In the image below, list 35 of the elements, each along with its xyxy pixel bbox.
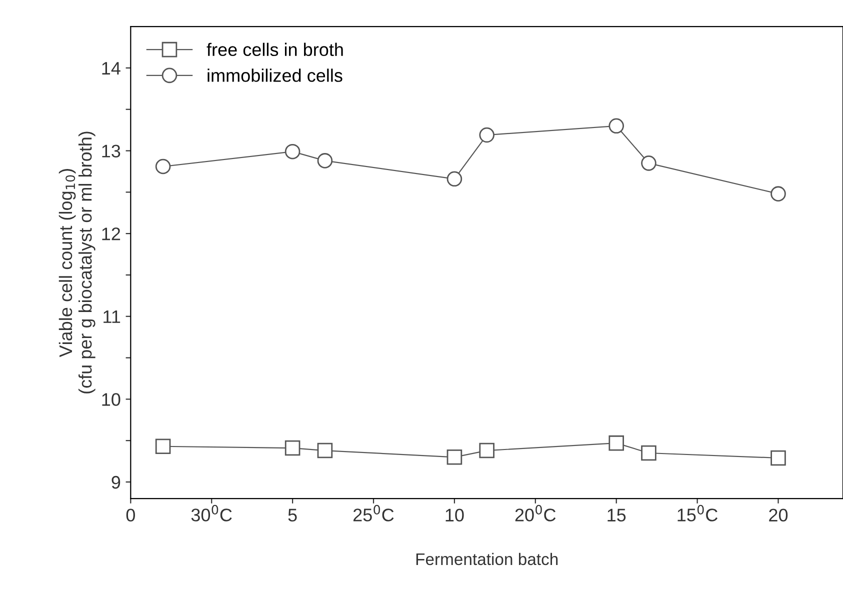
x-tick-label: 20$^{0}$C: [515, 504, 556, 522]
y-tick-label: 13: [102, 144, 120, 158]
y-tick-label: 11: [104, 310, 120, 323]
x-tick-label: 10: [446, 508, 464, 522]
legend-label: free cells in broth: [206, 42, 343, 56]
point: [770, 450, 786, 466]
point: [446, 171, 462, 187]
point: [284, 144, 300, 160]
legend-label: immobilized cells: [208, 68, 342, 82]
x-tick-label: 20: [769, 508, 788, 522]
y-tick-label: 10: [102, 393, 120, 406]
point: [479, 127, 494, 143]
point: [446, 450, 462, 465]
x-tick-label: 5: [288, 508, 297, 522]
point: [608, 118, 624, 134]
y-axis-title: Viable cell count (log$_{10}$) (cfu per g biocatalyst or ml broth): [58, 132, 96, 394]
x-tick-label: 25$^{0}$C: [353, 504, 394, 522]
point: [770, 186, 786, 202]
point: [641, 156, 656, 171]
y-tick-label: 14: [102, 62, 120, 74]
point: [608, 435, 624, 451]
point: [479, 442, 494, 458]
point: [284, 440, 300, 456]
x-axis-title: Fermentation batch: [416, 552, 558, 566]
point: [155, 158, 171, 174]
x-tick-label: 15$^{0}$C: [678, 504, 718, 522]
x-tick-label: 15: [608, 508, 626, 522]
x-tick-label: 0: [126, 508, 135, 522]
x-tick-label: 30$^{0}$C: [191, 504, 232, 522]
y-tick-label: 12: [102, 228, 120, 240]
y-tick-label: 9: [112, 476, 120, 489]
point: [317, 153, 333, 168]
point: [317, 442, 333, 458]
point: [155, 438, 171, 454]
point: [641, 445, 656, 461]
